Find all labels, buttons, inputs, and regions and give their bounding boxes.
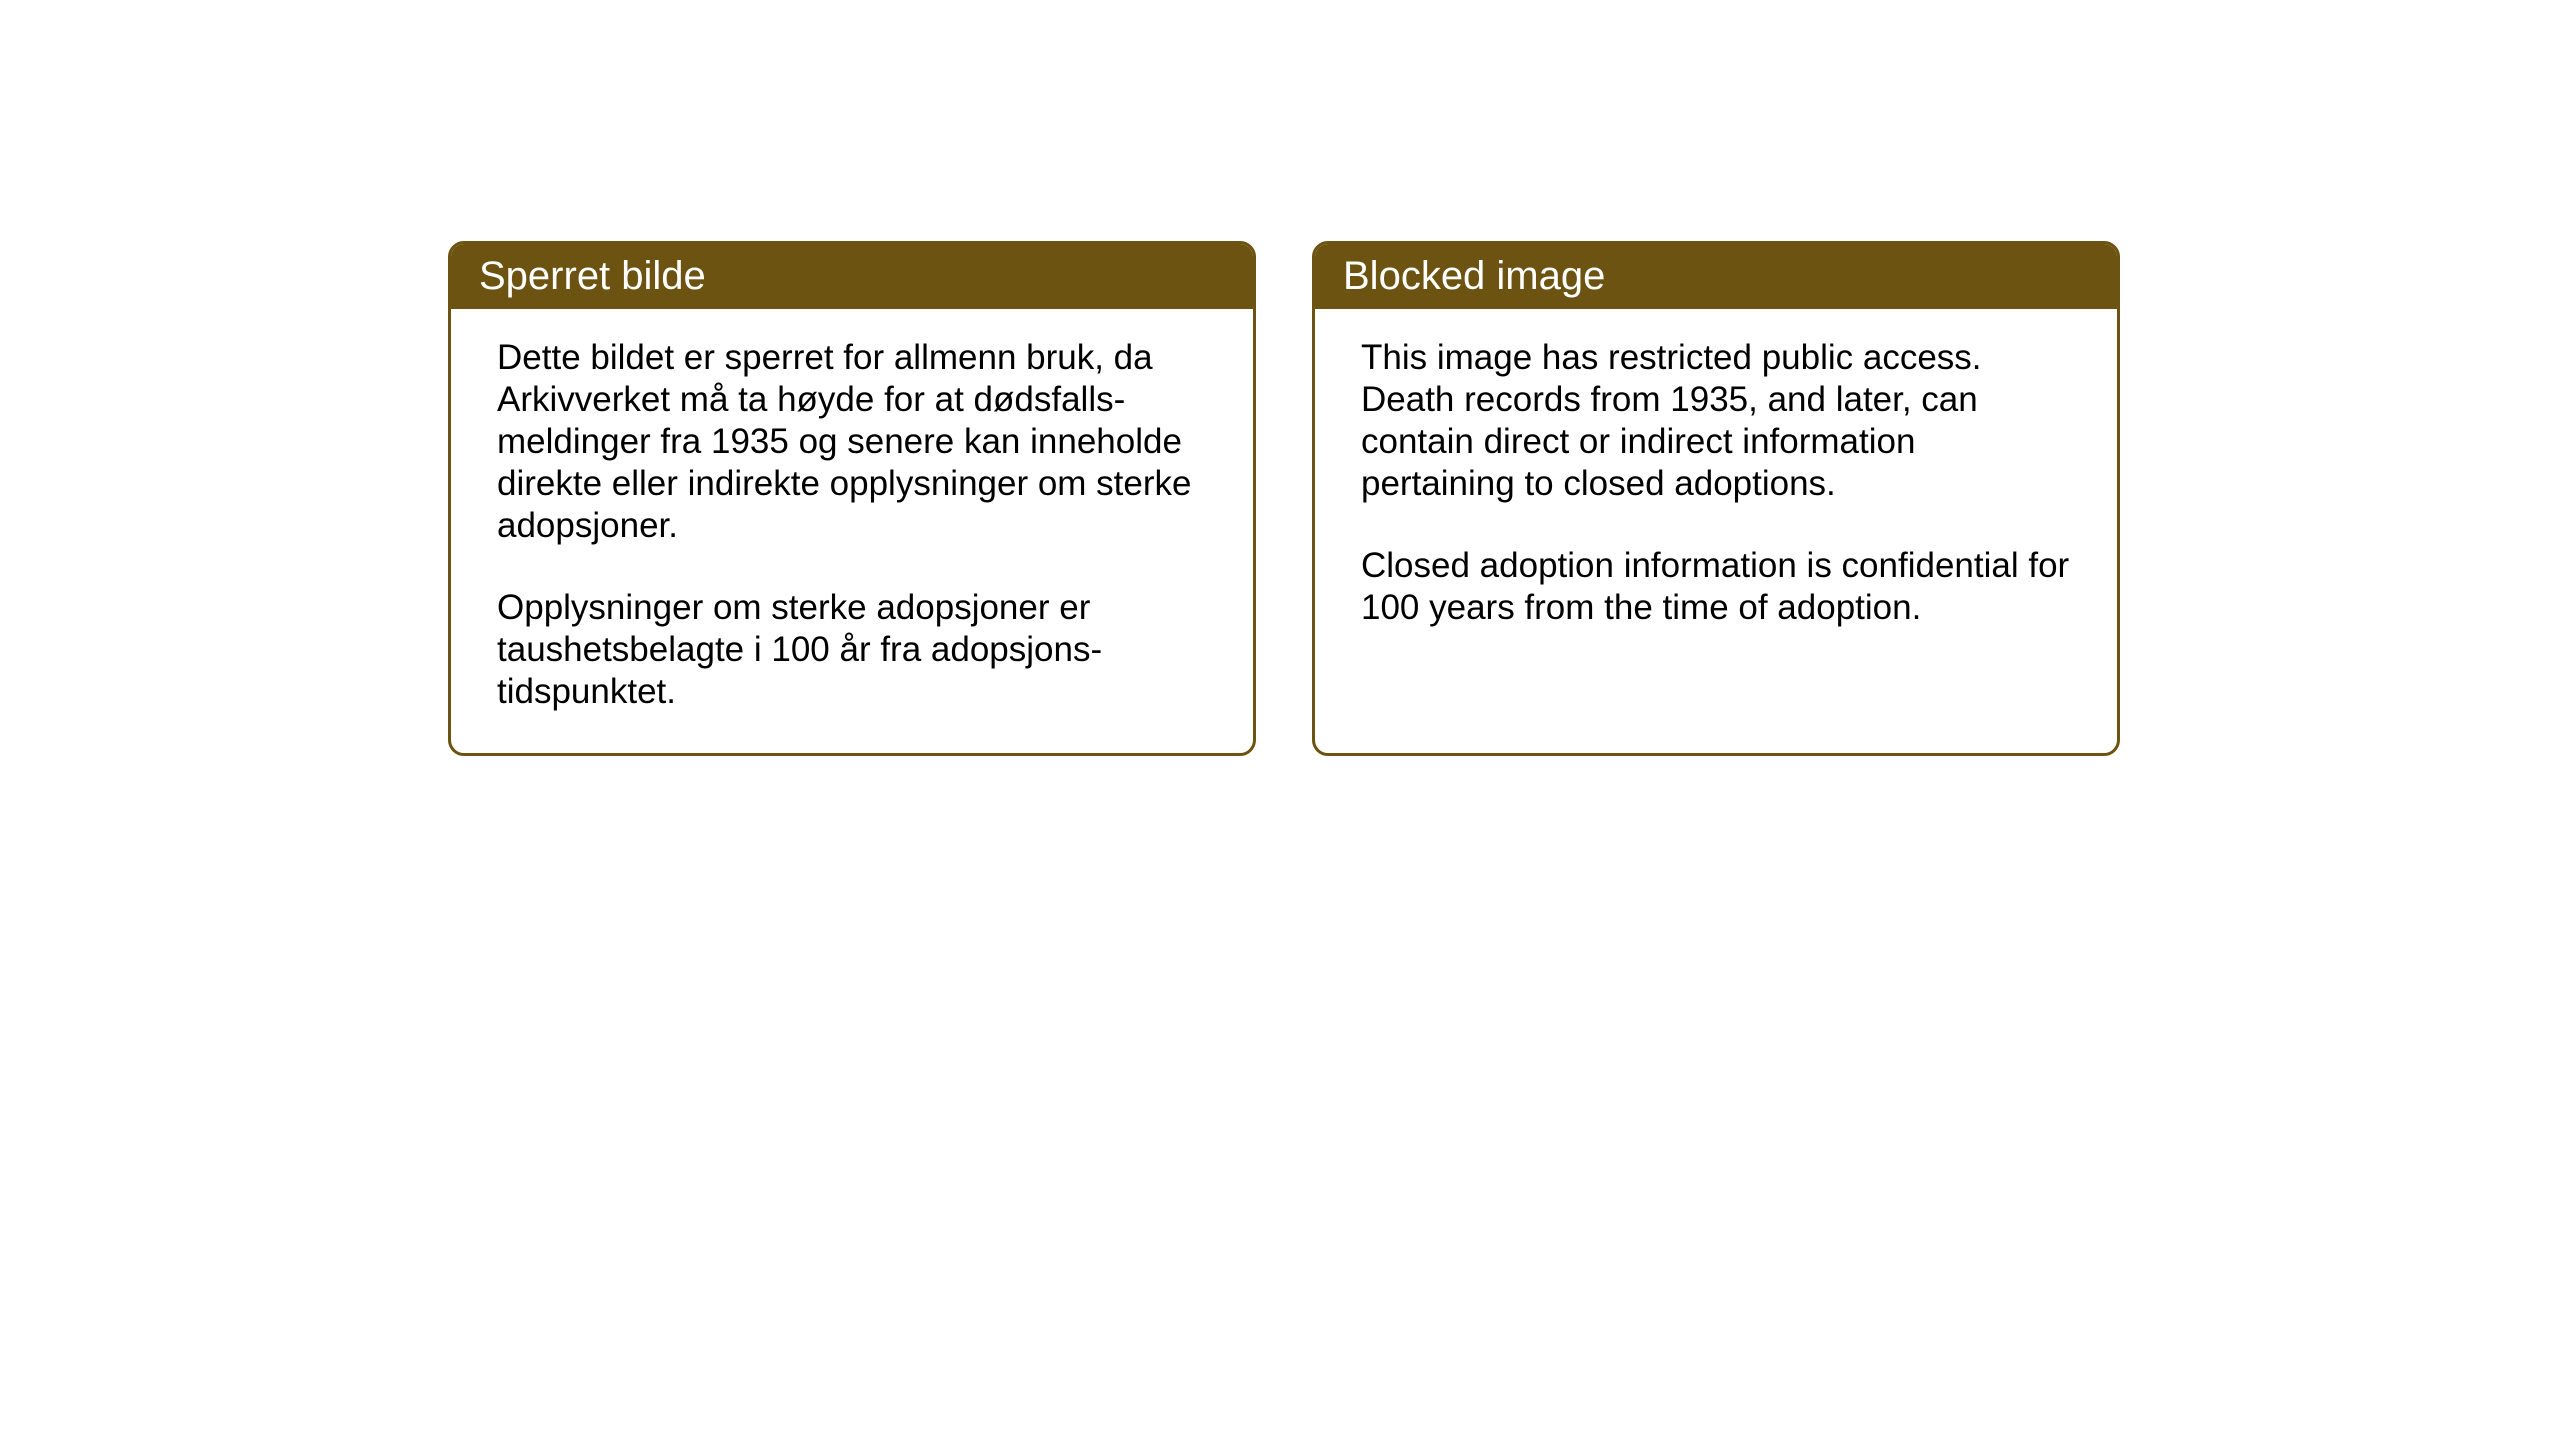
notice-paragraph-1-english: This image has restricted public access.…: [1361, 337, 2071, 505]
notice-card-english: Blocked image This image has restricted …: [1312, 241, 2120, 756]
notice-title-norwegian: Sperret bilde: [451, 244, 1253, 309]
notice-body-english: This image has restricted public access.…: [1315, 309, 2117, 729]
notice-paragraph-2-english: Closed adoption information is confident…: [1361, 545, 2071, 629]
notice-paragraph-2-norwegian: Opplysninger om sterke adopsjoner er tau…: [497, 587, 1207, 713]
notice-body-norwegian: Dette bildet er sperret for allmenn bruk…: [451, 309, 1253, 753]
notice-paragraph-1-norwegian: Dette bildet er sperret for allmenn bruk…: [497, 337, 1207, 547]
notice-container: Sperret bilde Dette bildet er sperret fo…: [448, 241, 2120, 756]
notice-title-english: Blocked image: [1315, 244, 2117, 309]
notice-card-norwegian: Sperret bilde Dette bildet er sperret fo…: [448, 241, 1256, 756]
